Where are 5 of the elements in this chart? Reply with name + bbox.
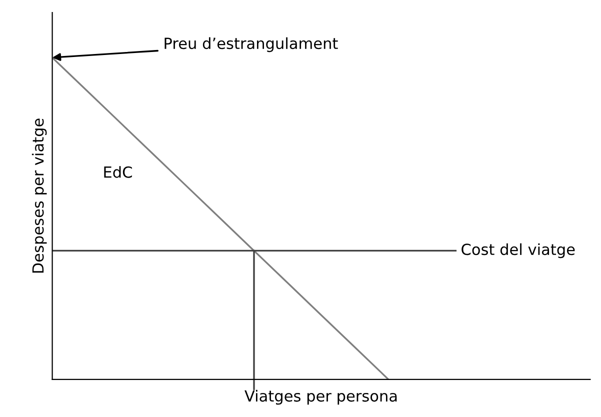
y-axis-title: Despeses per viatge <box>32 118 47 273</box>
text: Preu d’estrangulament <box>164 37 338 52</box>
x-axis-title: Viatges per persona <box>244 390 397 405</box>
series-label: Cost del viatge <box>462 243 575 258</box>
annotation: EdC <box>104 166 132 178</box>
